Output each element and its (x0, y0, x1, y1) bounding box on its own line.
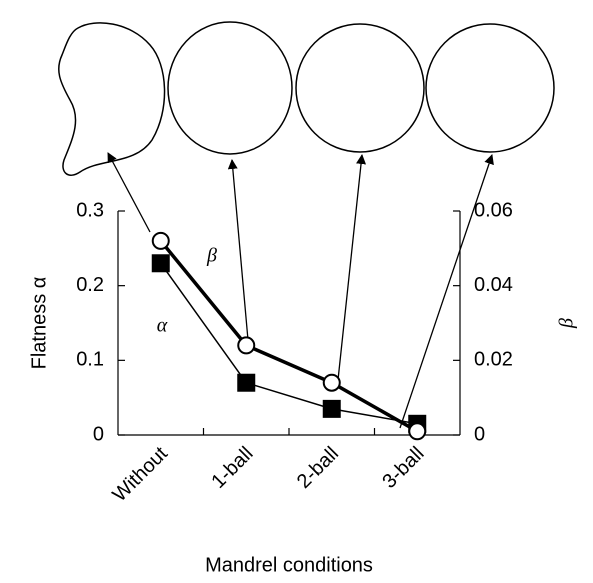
y-tick-label: 0.3 (76, 199, 104, 221)
series-line (159, 239, 419, 433)
point (237, 336, 256, 355)
x-tick-label: 2-ball (293, 443, 343, 493)
series-label: α (157, 315, 168, 337)
circle-shape (167, 21, 293, 155)
arrow (107, 152, 151, 233)
arrow (399, 154, 494, 429)
kidney-shape (58, 22, 166, 176)
y-tick-label: 0.1 (76, 349, 104, 371)
y-tick-label: 0 (93, 423, 104, 445)
circle-shape (425, 23, 555, 153)
arrow (337, 154, 367, 381)
y2-tick-label: 0.04 (474, 274, 513, 296)
cross-sections (58, 21, 555, 176)
x-tick-label: Without (109, 442, 173, 506)
x-tick-label: 1-ball (207, 443, 257, 493)
y2-tick-label: 0.02 (474, 349, 513, 371)
point (408, 422, 427, 441)
point (151, 254, 170, 273)
series-line (160, 262, 418, 425)
x-axis-label: Mandrel conditions (205, 554, 373, 576)
y-axis-label: Flatness α (28, 277, 50, 370)
point (151, 231, 170, 250)
point (322, 399, 341, 418)
y2-tick-label: 0 (474, 423, 485, 445)
point (322, 373, 341, 392)
arrow (227, 159, 249, 341)
y2-axis-label: β (556, 318, 578, 329)
arrows (107, 152, 494, 429)
y-tick-label: 0.2 (76, 274, 104, 296)
x-tick-label: 3-ball (378, 443, 428, 493)
series-label: β (206, 245, 217, 267)
circle-shape (295, 23, 425, 153)
point (237, 373, 256, 392)
y2-tick-label: 0.06 (474, 199, 513, 221)
